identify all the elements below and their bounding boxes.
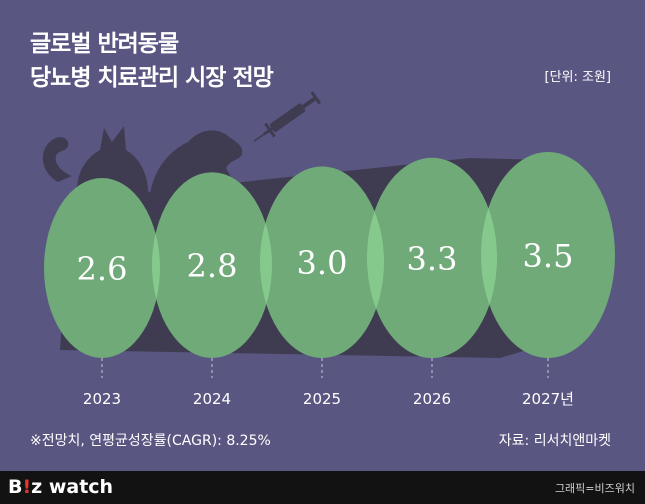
leader-lines <box>101 358 549 378</box>
footer-bar: B!z watch 그래픽=비즈워치 <box>0 471 645 504</box>
logo-accent: ! <box>22 476 32 498</box>
year-label: 2024 <box>193 390 231 408</box>
value-label: 3.0 <box>297 244 348 282</box>
logo-prefix: B <box>8 476 23 498</box>
value-label: 3.5 <box>523 237 574 275</box>
year-label: 2026 <box>413 390 451 408</box>
year-label: 2023 <box>83 390 121 408</box>
graphic-credit: 그래픽=비즈워치 <box>554 482 635 495</box>
source-label: 자료: 리서치앤마켓 <box>498 433 611 449</box>
bizwatch-logo: B!z watch <box>8 476 113 498</box>
value-label: 2.6 <box>77 250 128 288</box>
year-label: 2027년 <box>522 390 574 408</box>
bubble-group <box>44 152 615 358</box>
unit-label: [단위: 조원] <box>544 70 612 85</box>
value-label: 2.8 <box>187 247 238 285</box>
bubble-2025 <box>260 166 384 358</box>
logo-mid: z <box>31 476 43 498</box>
bubble-2024 <box>152 172 272 358</box>
title-line-2: 당뇨병 치료관리 시장 전망 <box>30 65 274 91</box>
syringe-icon <box>253 91 322 142</box>
logo-suffix: watch <box>42 476 114 498</box>
bubble-2026 <box>367 157 497 358</box>
value-label: 3.3 <box>407 240 458 278</box>
bubble-2027년 <box>481 152 615 358</box>
bubble-2023 <box>44 178 160 358</box>
cagr-note: ※전망치, 연평균성장률(CAGR): 8.25% <box>30 433 271 449</box>
title-line-1: 글로벌 반려동물 <box>30 31 179 57</box>
year-label: 2025 <box>303 390 341 408</box>
category-labels: 2023 2024 2025 2026 2027년 <box>83 390 574 408</box>
value-labels: 2.6 2.8 3.0 3.3 3.5 <box>77 237 574 288</box>
